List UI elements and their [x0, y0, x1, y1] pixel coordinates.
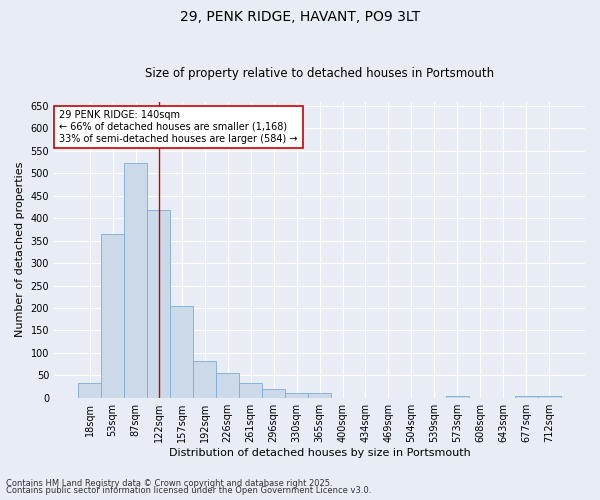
Bar	[124, 163, 147, 398]
Text: Contains public sector information licensed under the Open Government Licence v3: Contains public sector information licen…	[6, 486, 371, 495]
Text: Contains HM Land Registry data © Crown copyright and database right 2025.: Contains HM Land Registry data © Crown c…	[6, 478, 332, 488]
Bar	[170, 306, 193, 398]
Bar	[193, 361, 216, 398]
Bar	[216, 372, 239, 398]
Bar	[446, 396, 469, 398]
Bar	[101, 234, 124, 398]
Bar	[538, 396, 561, 398]
Y-axis label: Number of detached properties: Number of detached properties	[15, 162, 25, 338]
Text: 29 PENK RIDGE: 140sqm
← 66% of detached houses are smaller (1,168)
33% of semi-d: 29 PENK RIDGE: 140sqm ← 66% of detached …	[59, 110, 298, 144]
Bar	[285, 393, 308, 398]
X-axis label: Distribution of detached houses by size in Portsmouth: Distribution of detached houses by size …	[169, 448, 470, 458]
Bar	[147, 210, 170, 398]
Bar	[262, 388, 285, 398]
Title: Size of property relative to detached houses in Portsmouth: Size of property relative to detached ho…	[145, 66, 494, 80]
Bar	[308, 393, 331, 398]
Text: 29, PENK RIDGE, HAVANT, PO9 3LT: 29, PENK RIDGE, HAVANT, PO9 3LT	[180, 10, 420, 24]
Bar	[78, 383, 101, 398]
Bar	[239, 383, 262, 398]
Bar	[515, 396, 538, 398]
